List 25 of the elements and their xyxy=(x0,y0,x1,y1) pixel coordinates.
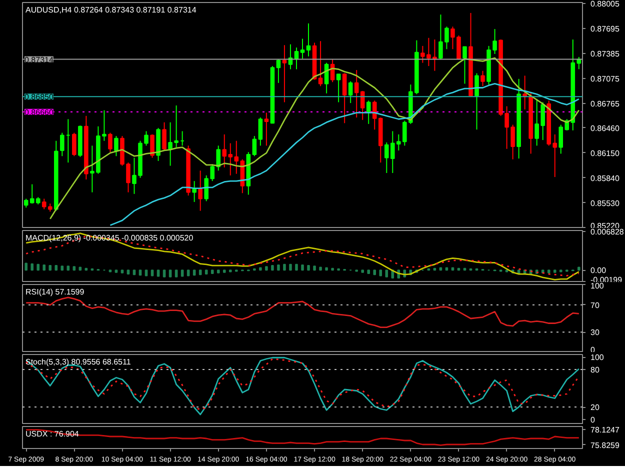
chart-title: RSI(14) 57.1599 xyxy=(26,288,85,296)
y-tick-label: 0.85530 xyxy=(590,198,620,208)
ref-line-label: 0.87314 xyxy=(24,55,54,64)
chart-title: AUDUSD,H4 0.87264 0.87343 0.87191 0.87314 xyxy=(26,6,197,14)
y-tick-label: 0.87695 xyxy=(590,24,620,34)
y-tick-label: 70 xyxy=(590,300,600,310)
y-tick-label: 78.1247 xyxy=(590,426,620,435)
y-tick-label: 100 xyxy=(590,353,604,362)
y-tick-label: 0 xyxy=(590,416,596,424)
y-tick-label: 0.86460 xyxy=(590,124,620,133)
y-tick-label: 20 xyxy=(590,403,600,412)
y-tick-label: 30 xyxy=(590,328,600,338)
y-tick-label: 0.88005 xyxy=(590,0,620,9)
y-tick-label: 75.8259 xyxy=(590,440,620,450)
y-tick-label: 0.86150 xyxy=(590,148,620,158)
y-tick-label: 0.00 xyxy=(590,266,607,276)
y-tick-label: 0.85840 xyxy=(590,174,620,183)
y-tick-label: 100 xyxy=(590,282,604,290)
y-tick-label: 0.87385 xyxy=(590,50,620,59)
y-tick-label: 0.87075 xyxy=(590,74,620,84)
y-tick-label: 80 xyxy=(590,366,600,374)
y-tick-label: 0.86765 xyxy=(590,99,620,108)
ref-line-label: 0.86660 xyxy=(24,108,54,117)
ref-line-label: 0.86850 xyxy=(24,92,54,102)
y-tick-label: 0.006828 xyxy=(590,228,624,236)
